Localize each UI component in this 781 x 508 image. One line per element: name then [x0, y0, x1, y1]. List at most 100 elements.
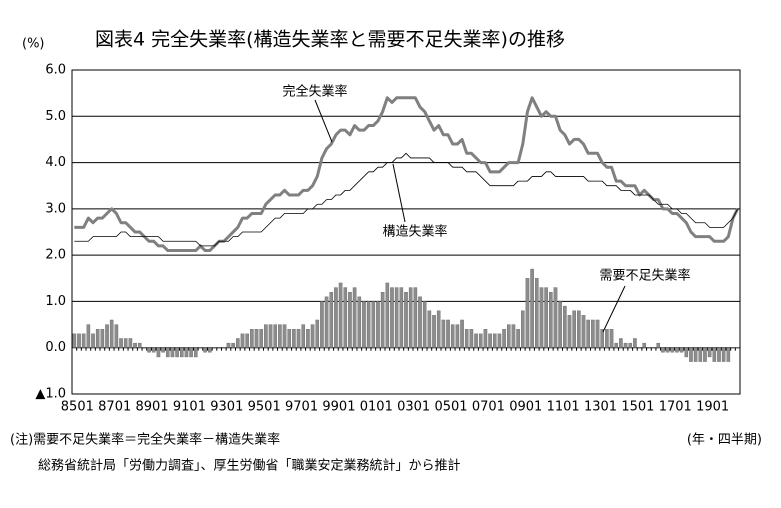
bar: [194, 347, 198, 358]
x-tick-label: 9901: [322, 400, 355, 415]
bar: [647, 347, 651, 349]
bar: [665, 347, 670, 353]
bar: [441, 319, 446, 348]
bar: [371, 301, 376, 348]
x-tick-label: 9301: [210, 400, 243, 415]
bar: [217, 347, 221, 349]
bar: [511, 324, 516, 348]
bar: [567, 315, 572, 348]
bar: [609, 329, 614, 348]
x-tick-label: 9701: [285, 400, 318, 415]
bar: [651, 347, 656, 349]
y-unit: (%): [22, 37, 45, 52]
bar: [516, 329, 520, 348]
bar: [343, 287, 348, 348]
x-tick-label: 1301: [584, 400, 617, 415]
bar: [226, 342, 231, 348]
bar: [446, 319, 450, 348]
bar: [86, 324, 91, 348]
bar: [338, 282, 343, 348]
bar: [693, 347, 698, 362]
x-tick-label: 0101: [360, 400, 393, 415]
bar: [670, 347, 675, 353]
bar: [544, 287, 548, 348]
x-tick-label: 9101: [173, 400, 206, 415]
bar: [109, 319, 114, 348]
bar: [488, 333, 492, 348]
bar: [324, 296, 329, 348]
bar: [506, 324, 511, 348]
bar: [558, 301, 562, 348]
bar: [717, 347, 721, 362]
bar: [619, 338, 623, 348]
bar: [156, 347, 161, 358]
bar: [278, 324, 282, 348]
y-tick-label: 1.0: [45, 294, 66, 309]
bar: [329, 292, 334, 348]
bar: [137, 342, 142, 348]
bar: [250, 329, 254, 348]
bar: [656, 342, 661, 348]
bar: [436, 310, 441, 348]
bar: [245, 333, 249, 348]
x-tick-label: 0301: [397, 400, 430, 415]
leader-line: [602, 285, 626, 333]
bar: [502, 329, 506, 348]
bar: [114, 324, 119, 348]
bar: [273, 324, 277, 348]
bar: [408, 287, 413, 348]
x-tick-label: 0501: [434, 400, 467, 415]
bar: [633, 338, 637, 348]
bar: [530, 268, 534, 348]
bar: [549, 292, 553, 348]
bar: [520, 310, 525, 348]
bar: [684, 347, 689, 358]
x-tick-label: 9501: [248, 400, 281, 415]
bar: [287, 329, 292, 348]
bar: [352, 287, 357, 348]
bar: [306, 329, 310, 348]
x-tick-label: 0901: [509, 400, 542, 415]
bar: [721, 347, 726, 362]
bar: [301, 324, 306, 348]
series-label: 完全失業率: [282, 84, 347, 100]
y-tick-label: 5.0: [45, 109, 66, 124]
bar: [591, 319, 595, 348]
bar: [581, 315, 586, 348]
bar: [478, 333, 483, 348]
bar: [460, 319, 464, 348]
bar: [497, 333, 502, 348]
bar: [385, 282, 390, 348]
bar: [642, 342, 647, 348]
bar: [161, 347, 165, 353]
bar: [432, 315, 436, 348]
x-tick-label: 8901: [136, 400, 169, 415]
y-tick-label: 4.0: [45, 155, 66, 170]
bar: [147, 347, 151, 353]
bar: [165, 347, 170, 358]
leader-line: [392, 163, 406, 223]
bar: [539, 287, 544, 348]
bar: [198, 347, 203, 349]
bar: [474, 333, 478, 348]
bar: [128, 338, 133, 348]
x-tick-label: 8501: [61, 400, 94, 415]
bar: [679, 347, 684, 353]
bar: [142, 347, 147, 349]
y-tick-label: 3.0: [45, 201, 66, 216]
x-tick-label: 1701: [659, 400, 692, 415]
bar: [553, 287, 558, 348]
bar: [222, 347, 226, 349]
series-label: 需要不足失業率: [599, 268, 690, 284]
bar: [605, 329, 609, 348]
bar: [675, 347, 679, 353]
bar: [175, 347, 179, 358]
bar: [133, 342, 137, 348]
bar: [712, 347, 717, 362]
bar: [726, 347, 731, 362]
bar: [151, 347, 156, 353]
bar: [735, 347, 740, 349]
bar: [189, 347, 193, 358]
bar: [357, 296, 362, 348]
